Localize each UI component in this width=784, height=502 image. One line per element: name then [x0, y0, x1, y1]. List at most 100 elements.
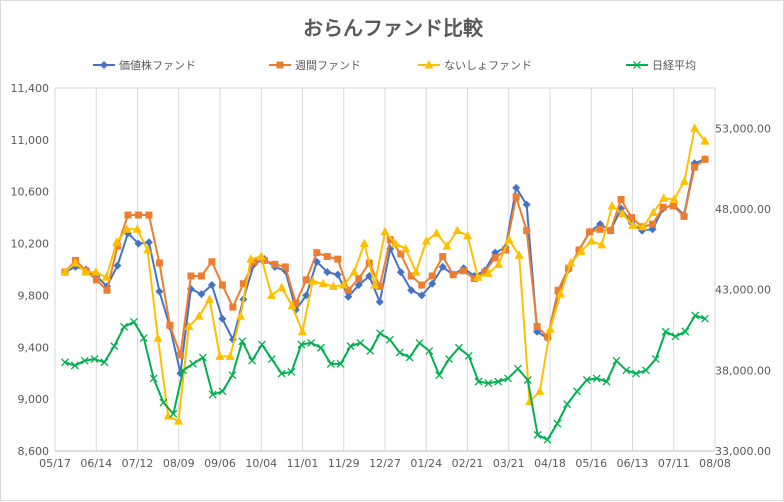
left-y-tick-label: 8,600 — [18, 445, 50, 458]
data-point — [464, 351, 473, 360]
data-point — [407, 272, 415, 280]
data-point — [248, 356, 257, 365]
data-point — [334, 255, 342, 263]
data-point — [576, 246, 586, 255]
x-tick-label: 02/21 — [452, 457, 484, 470]
left-y-tick-label: 9,800 — [18, 289, 50, 302]
data-point — [573, 387, 581, 396]
data-point — [690, 123, 700, 132]
data-point — [208, 390, 217, 399]
data-point — [470, 275, 478, 283]
x-tick-label: 05/17 — [39, 457, 71, 470]
data-point — [586, 228, 594, 236]
data-point — [418, 281, 426, 289]
data-point — [449, 271, 457, 279]
data-point — [169, 409, 178, 418]
left-y-tick-label: 10,200 — [11, 238, 50, 251]
data-point — [483, 268, 493, 277]
data-point — [333, 270, 342, 279]
data-point — [679, 176, 689, 185]
x-tick-label: 08/08 — [699, 457, 731, 470]
data-point — [442, 241, 452, 250]
data-point — [328, 281, 338, 290]
data-point — [297, 340, 306, 349]
data-point — [218, 281, 226, 289]
x-tick-label: 05/16 — [575, 457, 607, 470]
data-point — [607, 227, 615, 235]
data-point — [641, 366, 650, 375]
legend-label: ないしょファンド — [444, 59, 532, 72]
data-point — [120, 322, 129, 331]
data-point — [100, 358, 109, 367]
data-point — [484, 379, 493, 388]
data-point — [407, 286, 416, 295]
data-point — [197, 290, 206, 299]
data-point — [323, 268, 332, 277]
series-layer — [60, 123, 710, 444]
data-point — [563, 400, 572, 409]
data-point — [566, 258, 576, 267]
right-y-tick-label: 53,000.00 — [715, 122, 771, 135]
data-point — [691, 311, 700, 320]
data-point — [375, 297, 384, 306]
data-point — [302, 276, 310, 284]
data-point — [287, 300, 297, 310]
data-point — [359, 238, 369, 248]
data-point — [198, 353, 207, 362]
data-point — [439, 253, 447, 261]
data-point — [428, 272, 436, 280]
data-point — [474, 377, 483, 386]
data-point — [122, 224, 132, 233]
data-point — [239, 280, 247, 288]
data-point — [622, 366, 631, 375]
data-point — [390, 238, 400, 248]
data-point — [435, 371, 444, 380]
legend: 価値株ファンド 週間ファンド ないしょファンド 日経平均 — [93, 58, 696, 72]
data-point — [60, 267, 70, 276]
data-point — [144, 238, 153, 247]
left-y-tick-label: 11,000 — [11, 134, 50, 147]
data-point — [575, 246, 583, 254]
data-point — [277, 369, 286, 378]
data-point — [670, 202, 678, 210]
left-y-tick-label: 9,000 — [18, 393, 50, 406]
data-point — [586, 235, 596, 245]
data-point — [494, 259, 504, 268]
data-point — [612, 356, 621, 365]
legend-label: 日経平均 — [652, 59, 696, 72]
data-point — [661, 327, 670, 336]
x-tick-label: 08/09 — [163, 457, 195, 470]
data-point — [415, 338, 424, 347]
data-point — [553, 419, 562, 428]
x-tick-label: 09/06 — [204, 457, 236, 470]
data-point — [481, 268, 489, 276]
x-tick-label: 01/24 — [410, 457, 442, 470]
x-tick-label: 07/12 — [122, 457, 154, 470]
data-point — [159, 398, 168, 407]
data-point — [287, 367, 296, 376]
data-point — [504, 234, 514, 244]
data-point — [651, 355, 660, 363]
data-point — [81, 267, 91, 276]
data-point — [208, 258, 216, 266]
data-point — [145, 211, 153, 219]
data-point — [110, 342, 119, 351]
x-tick-label: 06/14 — [80, 457, 112, 470]
data-point — [112, 237, 122, 246]
data-point — [428, 279, 437, 288]
data-point — [602, 377, 611, 386]
legend-label: 価値株ファンド — [119, 58, 196, 72]
data-point — [680, 212, 688, 220]
data-point — [617, 208, 627, 218]
data-point — [628, 220, 638, 229]
x-tick-label: 06/13 — [617, 457, 649, 470]
data-point — [207, 281, 216, 290]
left-y-tick-label: 11,400 — [11, 82, 50, 95]
data-point — [134, 239, 143, 248]
data-point — [671, 332, 680, 341]
data-point — [139, 334, 148, 343]
data-point — [90, 355, 99, 363]
data-point — [266, 290, 276, 299]
data-point — [395, 348, 404, 357]
